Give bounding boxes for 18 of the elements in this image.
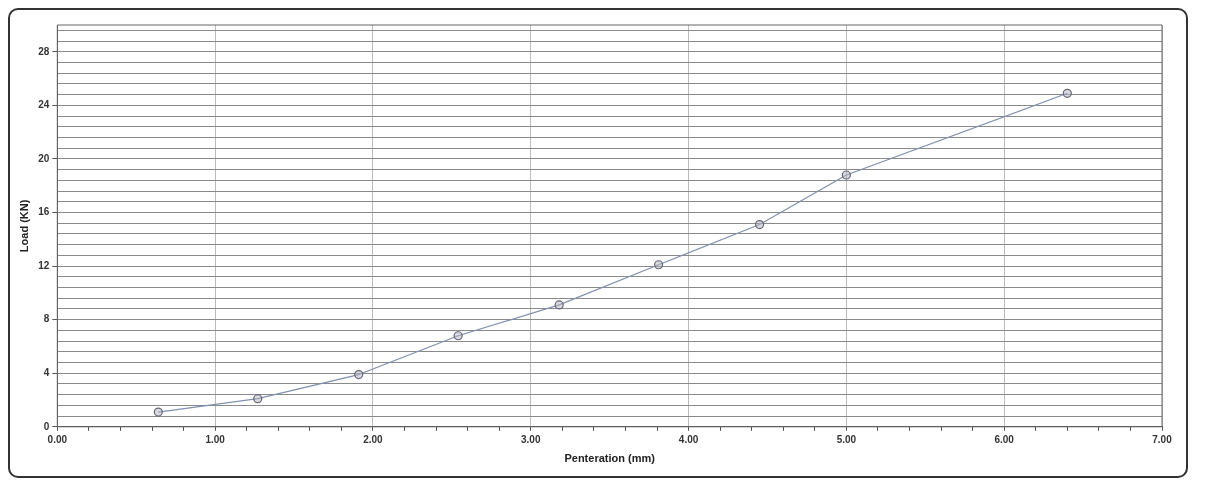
y-tick-label: 20	[38, 152, 50, 164]
x-tick-label: 5.00	[836, 433, 857, 445]
x-tick-label: 6.00	[994, 433, 1015, 445]
x-tick-label: 2.00	[363, 433, 384, 445]
y-tick-label: 24	[38, 99, 50, 111]
x-tick-label: 3.00	[521, 433, 541, 445]
x-tick-label: 0.00	[47, 433, 68, 445]
y-tick-label: 8	[43, 313, 50, 325]
y-tick-label: 16	[38, 206, 50, 218]
x-tick-label: 1.00	[205, 433, 226, 445]
x-tick-label: 4.00	[678, 433, 699, 445]
y-axis-title: Load (KN)	[17, 199, 30, 253]
y-tick-label: 0	[43, 420, 50, 432]
x-axis-title: Penteration (mm)	[564, 452, 656, 465]
x-tick-label: 7.00	[1152, 433, 1173, 445]
y-tick-label: 4	[43, 366, 50, 378]
y-tick-label: 28	[38, 45, 50, 57]
y-tick-label: 12	[38, 259, 50, 271]
